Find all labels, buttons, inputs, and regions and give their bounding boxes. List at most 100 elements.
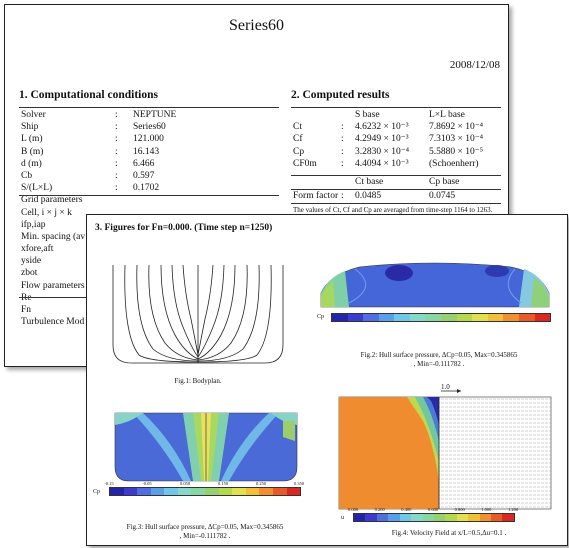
results-label: Cf	[293, 134, 303, 145]
colorbar-swatch	[502, 514, 514, 521]
conditions-row: Ship: Series60	[21, 121, 276, 133]
colorbar-swatch	[137, 488, 151, 495]
colorbar-swatch	[422, 514, 434, 521]
conditions-value: 16.143	[133, 146, 160, 157]
results-s: 4.4094 × 10⁻³	[355, 158, 409, 169]
conditions-sep: :	[115, 122, 118, 133]
results-row: Cp:3.2830 × 10⁻⁴ 5.5880 × 10⁻⁵	[293, 146, 503, 158]
fig3-cp-label: Cp	[93, 489, 101, 495]
colorbar-swatch	[177, 488, 192, 495]
form-factor-table: Ct base Cp base	[293, 176, 503, 188]
form-factor-rule	[291, 189, 501, 190]
report-page-2: 3. Figures for Fn=0.000. (Time step n=12…	[86, 214, 568, 546]
results-table: S base L×L base Ct:4.6232 × 10⁻³ 7.8692 ×…	[293, 109, 503, 170]
colorbar-swatch	[245, 488, 260, 495]
conditions-sep: :	[115, 110, 118, 120]
colorbar-tick-label: 0.250	[255, 481, 267, 486]
conditions-label: B (m)	[21, 146, 44, 157]
form-factor-ct: 0.0485	[355, 191, 382, 201]
colorbar-swatch	[394, 314, 410, 321]
results-note: The values of Ct, Cf and Cp are averaged…	[293, 206, 493, 214]
conditions-row: Flow parameters	[21, 280, 276, 292]
conditions-row: Cb: 0.597	[21, 170, 276, 182]
colorbar-swatch	[503, 314, 519, 321]
conditions-label: Fn	[21, 305, 32, 315]
fig3-caption: Fig.3: Hull surface pressure, ΔCp=0.05, …	[105, 523, 305, 541]
colorbar-swatch	[232, 488, 246, 495]
report-date: 2008/12/08	[449, 59, 500, 71]
fig2-caption-line1: Fig.2: Hull surface pressure, ΔCp=0.05, …	[360, 351, 518, 359]
conditions-label: zbot	[21, 268, 38, 279]
colorbar-tick-label: 0.800	[454, 507, 465, 512]
colorbar-swatch	[425, 314, 442, 321]
colorbar-swatch	[218, 488, 233, 495]
fig4-u-label: u	[341, 515, 344, 521]
results-l: 5.5880 × 10⁻⁵	[429, 146, 484, 157]
conditions-label: ifp,iap	[21, 219, 46, 230]
conditions-sep: :	[115, 183, 118, 194]
colorbar-swatch	[376, 514, 389, 521]
colorbar-swatch	[347, 314, 364, 321]
results-l: (Schoenherr)	[429, 158, 479, 169]
colorbar-swatch	[441, 314, 457, 321]
col-ct-base: Ct base	[355, 177, 384, 187]
form-factor-sep: :	[341, 191, 344, 201]
colorbar-swatch	[378, 314, 395, 321]
conditions-sep: :	[115, 146, 118, 157]
results-sep: :	[341, 158, 344, 169]
colorbar-swatch	[479, 514, 492, 521]
conditions-row: B (m): 16.143	[21, 146, 276, 158]
conditions-row: yside	[21, 255, 276, 267]
conditions-label: Cb	[21, 170, 33, 181]
colorbar-swatch	[332, 314, 348, 321]
colorbar-swatch	[205, 488, 219, 495]
results-s: 4.6232 × 10⁻³	[355, 122, 409, 133]
form-factor-label: Form factor	[293, 191, 339, 201]
conditions-table: Solver: NEPTUNE Ship: Series60 L (m): 121.000…	[21, 109, 276, 328]
colorbar-swatch	[456, 314, 473, 321]
conditions-value: 121.000	[133, 134, 164, 145]
bodyplan-lines	[112, 265, 284, 364]
colorbar-tick-label: 0.200	[374, 507, 385, 512]
conditions-value: 6.466	[133, 158, 155, 169]
colorbar-swatch	[518, 314, 535, 321]
colorbar-swatch	[534, 314, 551, 321]
conditions-label: S/(L×L)	[21, 183, 53, 194]
colorbar-swatch	[123, 488, 138, 495]
fig4-caption: Fig.4: Velocity Field at x/L=0.5,Δu=0.1 …	[391, 529, 507, 537]
conditions-label: Solver	[21, 110, 46, 120]
col-lxl-base: L×L base	[429, 110, 465, 120]
conditions-row: L (m): 121.000	[21, 133, 276, 145]
colorbar-swatch	[363, 314, 379, 321]
colorbar-tick-label: 0.050	[179, 481, 191, 486]
colorbar-tick-label: 0.150	[217, 481, 229, 486]
colorbar-swatch	[286, 488, 301, 495]
colorbar-tick-label: 0.350	[293, 481, 305, 486]
colorbar-tick-label: 0.600	[427, 507, 439, 512]
conditions-label: Grid parameters	[21, 195, 83, 206]
fig1-caption: Fig.1: Bodyplan.	[174, 377, 222, 385]
colorbar-swatch	[472, 314, 488, 321]
report-title: Series60	[228, 17, 285, 34]
results-label: CF0m	[293, 158, 317, 169]
results-s: 3.2830 × 10⁻⁴	[355, 146, 410, 157]
colorbar-swatch	[409, 314, 426, 321]
colorbar-swatch	[388, 514, 400, 521]
results-label: Ct	[293, 122, 302, 133]
results-header-row: S base L×L base	[293, 109, 503, 121]
conditions-row: xfore,aft	[21, 243, 276, 255]
results-sep: :	[341, 146, 344, 157]
fig4-colorbar	[353, 513, 515, 522]
colorbar-swatch	[411, 514, 423, 521]
results-top-rule	[291, 107, 501, 108]
conditions-mid-rule	[19, 195, 279, 196]
col-s-base: S base	[355, 110, 380, 120]
conditions-label: yside	[21, 256, 42, 267]
fig4-colorbar-ticks: 0.000 0.200 0.400 0.600 0.800 1.000 1.200	[348, 507, 518, 513]
colorbar-tick-label: 0.400	[401, 507, 412, 512]
colorbar-swatch	[468, 514, 480, 521]
colorbar-swatch	[399, 514, 412, 521]
colorbar-swatch	[365, 514, 377, 521]
form-factor-row: Form factor : 0.0485 0.0745	[293, 190, 503, 202]
conditions-row: d (m): 6.466	[21, 158, 276, 170]
